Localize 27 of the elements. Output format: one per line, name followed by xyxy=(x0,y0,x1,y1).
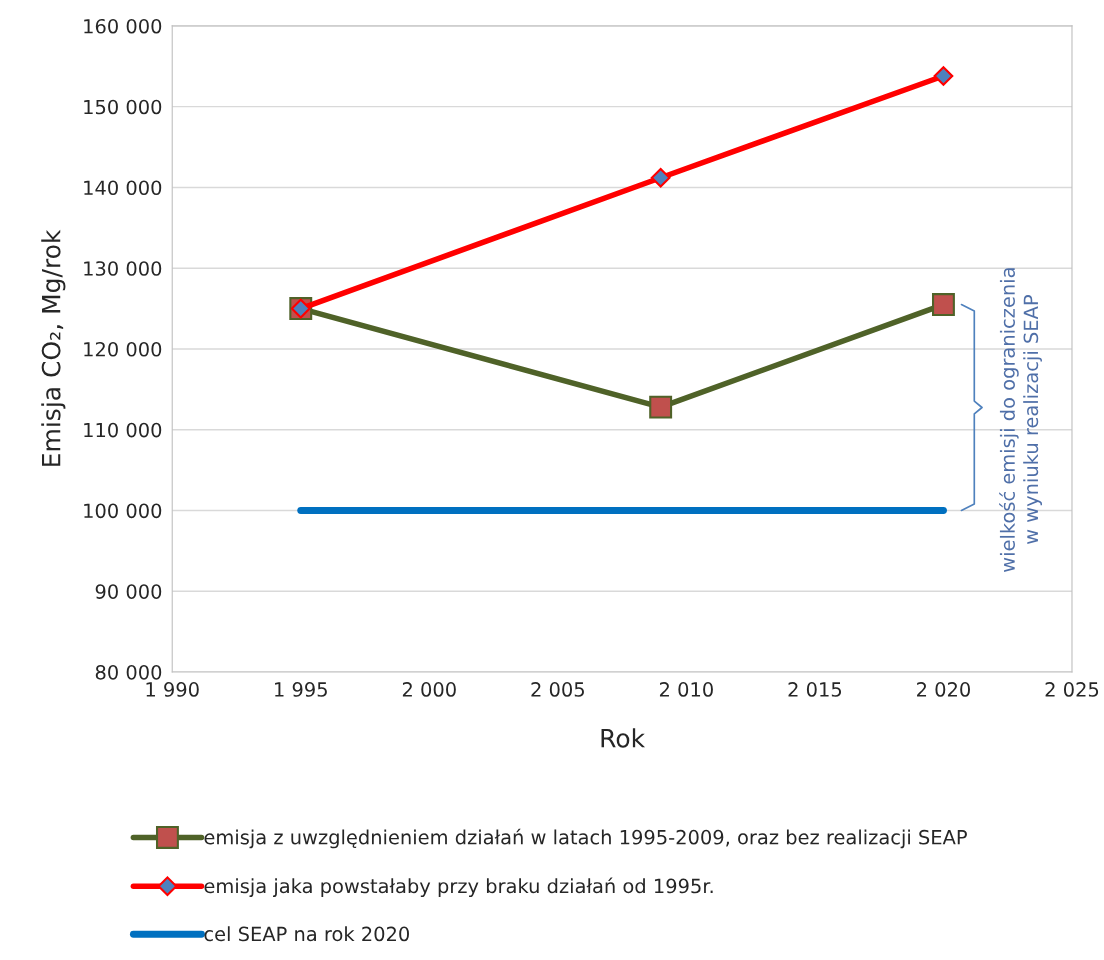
y-tick-label: 80 000 xyxy=(95,664,162,680)
y-axis-title: Emisja CO₂, Mg/rok xyxy=(41,229,66,466)
legend-label: cel SEAP na rok 2020 xyxy=(204,926,409,942)
y-tick-label: 160 000 xyxy=(84,18,162,34)
legend-label: emisja z uwzględnieniem działań w latach 1995-2009, oraz bez realizacji SEAP xyxy=(204,828,967,849)
x-tick-label: 2 005 xyxy=(531,682,584,697)
x-tick-label: 2 015 xyxy=(788,682,842,697)
y-tick-label: 120 000 xyxy=(84,341,162,357)
annotation: wielkość emisji do ograniczenia w wyniuku realizacji SEAP xyxy=(999,268,1042,572)
y-tick-label: 90 000 xyxy=(95,584,162,599)
point xyxy=(931,293,955,316)
x-tick-label: 1 995 xyxy=(275,682,327,697)
x-axis-title: Rok xyxy=(601,728,646,748)
x-tick-label: 2 025 xyxy=(1045,682,1099,697)
y-tick-label: 130 000 xyxy=(84,261,162,276)
x-tick-label: 2 000 xyxy=(402,682,456,697)
y-tick-label: 150 000 xyxy=(84,99,162,115)
point xyxy=(933,66,954,86)
y-tick-label: 100 000 xyxy=(84,503,162,519)
y-tick-label: 110 000 xyxy=(84,422,162,438)
y-tick-label: 140 000 xyxy=(84,180,162,196)
x-tick-label: 2 010 xyxy=(659,682,713,697)
legend-label: emisja jaka powstałaby przy braku działań od 1995r. xyxy=(204,877,713,898)
x-tick-label: 2 020 xyxy=(917,682,970,697)
point xyxy=(649,395,673,419)
x-tick-label: 1 990 xyxy=(146,682,199,697)
point xyxy=(650,167,671,188)
